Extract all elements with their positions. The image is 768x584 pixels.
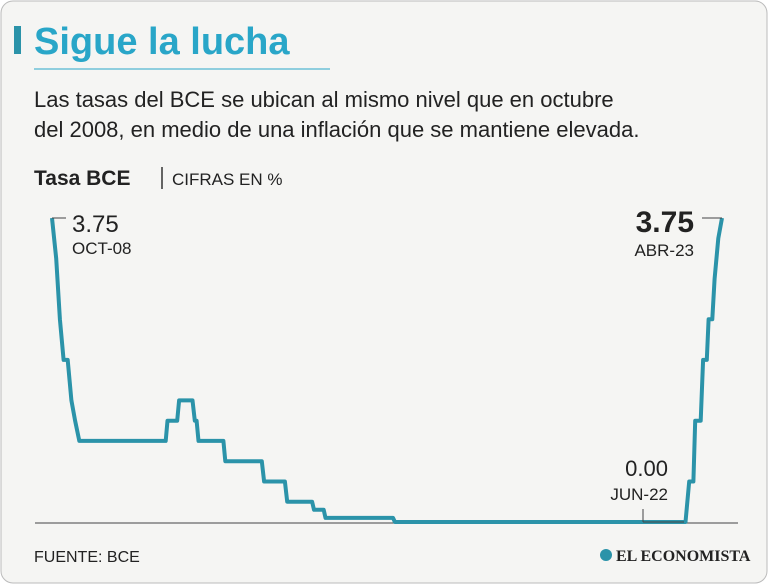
- annotation-date: JUN-22: [610, 485, 668, 504]
- annotation-date: OCT-08: [72, 239, 132, 258]
- units: CIFRAS EN %: [172, 170, 283, 189]
- chart-title: Sigue la lucha: [34, 21, 290, 63]
- annotation-date: ABR-23: [634, 241, 694, 260]
- rate-line: [50, 217, 724, 524]
- title-marker: [14, 26, 21, 54]
- source: FUENTE: BCE: [34, 549, 140, 566]
- subtitle: Las tasas del BCE se ubican al mismo niv…: [34, 87, 614, 112]
- brand-logo: [600, 549, 612, 561]
- subtitle: del 2008, en medio de una inflación que …: [34, 117, 639, 142]
- series-label: Tasa BCE: [34, 167, 130, 190]
- brand: EL ECONOMISTA: [616, 548, 751, 565]
- annotation-value: 3.75: [72, 211, 119, 238]
- annotation-value: 0.00: [625, 456, 668, 481]
- annotation-value: 3.75: [636, 206, 694, 239]
